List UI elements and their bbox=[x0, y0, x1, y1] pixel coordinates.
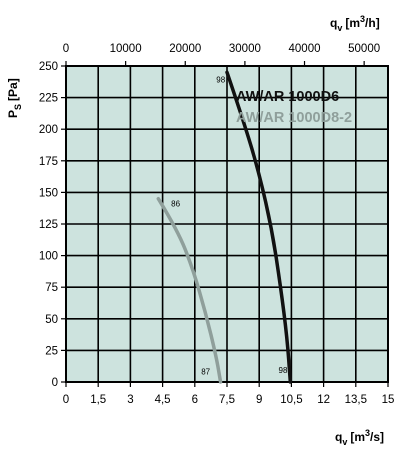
y-axis-title: PS [Pa] bbox=[6, 78, 23, 118]
annotation-layer: 98 98 86 87 bbox=[171, 75, 288, 376]
x-bottom-tick-label: 10,5 bbox=[280, 394, 302, 406]
legend-entry-2: AW/AR 1000D8-2 bbox=[236, 110, 352, 126]
y-axis-title-main: P bbox=[6, 110, 20, 118]
x-bottom-tick-label: 7,5 bbox=[219, 394, 235, 406]
y-tick-label: 175 bbox=[39, 156, 58, 168]
series-curve-2 bbox=[156, 196, 223, 384]
legend-entry-1: AW/AR 1000D6 bbox=[236, 89, 339, 105]
x-axis-top-ticks: 010000200003000040000500006000070000 bbox=[63, 43, 380, 66]
series-layer bbox=[156, 70, 293, 384]
x-top-tick-label: 40000 bbox=[289, 43, 321, 55]
y-tick-label: 125 bbox=[39, 219, 58, 231]
x-top-tick-label: 0 bbox=[63, 43, 69, 55]
x-axis-bottom-title-sub: v bbox=[342, 437, 347, 447]
y-axis-ticks: 0 25 50 75 100 125 150 175 200 225 250 bbox=[39, 61, 66, 389]
x-bottom-tick-label: 15 bbox=[382, 394, 395, 406]
y-tick-label: 200 bbox=[39, 124, 58, 136]
y-tick-label: 75 bbox=[45, 282, 58, 294]
x-bottom-tick-label: 6 bbox=[192, 394, 198, 406]
y-axis-title-sub: S bbox=[13, 104, 23, 110]
x-bottom-tick-label: 0 bbox=[63, 394, 69, 406]
x-axis-top-title-main: q bbox=[330, 16, 337, 30]
x-axis-top-title-unit-b: /h] bbox=[365, 16, 380, 30]
x-top-tick-label: 30000 bbox=[229, 43, 261, 55]
x-axis-bottom-title-unit-a: [m bbox=[350, 430, 365, 444]
x-bottom-tick-label: 4,5 bbox=[155, 394, 171, 406]
efficiency-label: 87 bbox=[201, 367, 210, 376]
x-bottom-tick-label: 12 bbox=[317, 394, 330, 406]
x-axis-bottom-title-unit-b: /s] bbox=[370, 430, 384, 444]
x-axis-top-title-unit-a: [m bbox=[345, 16, 360, 30]
efficiency-label: 98 bbox=[279, 366, 288, 375]
x-axis-top-title-sub: v bbox=[337, 23, 342, 33]
x-top-tick-label: 20000 bbox=[169, 43, 201, 55]
x-bottom-tick-label: 9 bbox=[256, 394, 262, 406]
efficiency-label: 98 bbox=[216, 75, 225, 84]
x-axis-bottom-ticks: 0 1,5 3 4,5 6 7,5 9 10,5 12 13,5 15 bbox=[63, 382, 395, 406]
x-axis-bottom-title: qv [m3/s] bbox=[335, 428, 384, 447]
y-tick-label: 50 bbox=[45, 314, 58, 326]
x-bottom-tick-label: 3 bbox=[127, 394, 133, 406]
y-tick-label: 25 bbox=[45, 345, 58, 357]
y-axis-title-unit: [Pa] bbox=[6, 78, 20, 101]
y-tick-label: 250 bbox=[39, 61, 58, 73]
y-tick-label: 150 bbox=[39, 187, 58, 199]
x-top-tick-label: 10000 bbox=[110, 43, 142, 55]
efficiency-label: 86 bbox=[171, 199, 180, 208]
x-bottom-tick-label: 1,5 bbox=[90, 394, 106, 406]
y-tick-label: 225 bbox=[39, 93, 58, 105]
x-axis-top-title-unit-sup: 3 bbox=[360, 14, 365, 24]
x-axis-bottom-title-main: q bbox=[335, 430, 342, 444]
y-tick-label: 0 bbox=[52, 377, 58, 389]
x-axis-top-title: qv [m3/h] bbox=[330, 14, 380, 33]
x-bottom-tick-label: 13,5 bbox=[345, 394, 367, 406]
x-axis-bottom-title-unit-sup: 3 bbox=[365, 428, 370, 438]
x-top-tick-label: 50000 bbox=[348, 43, 380, 55]
y-tick-label: 100 bbox=[39, 251, 58, 263]
series-curve-1 bbox=[225, 70, 293, 384]
